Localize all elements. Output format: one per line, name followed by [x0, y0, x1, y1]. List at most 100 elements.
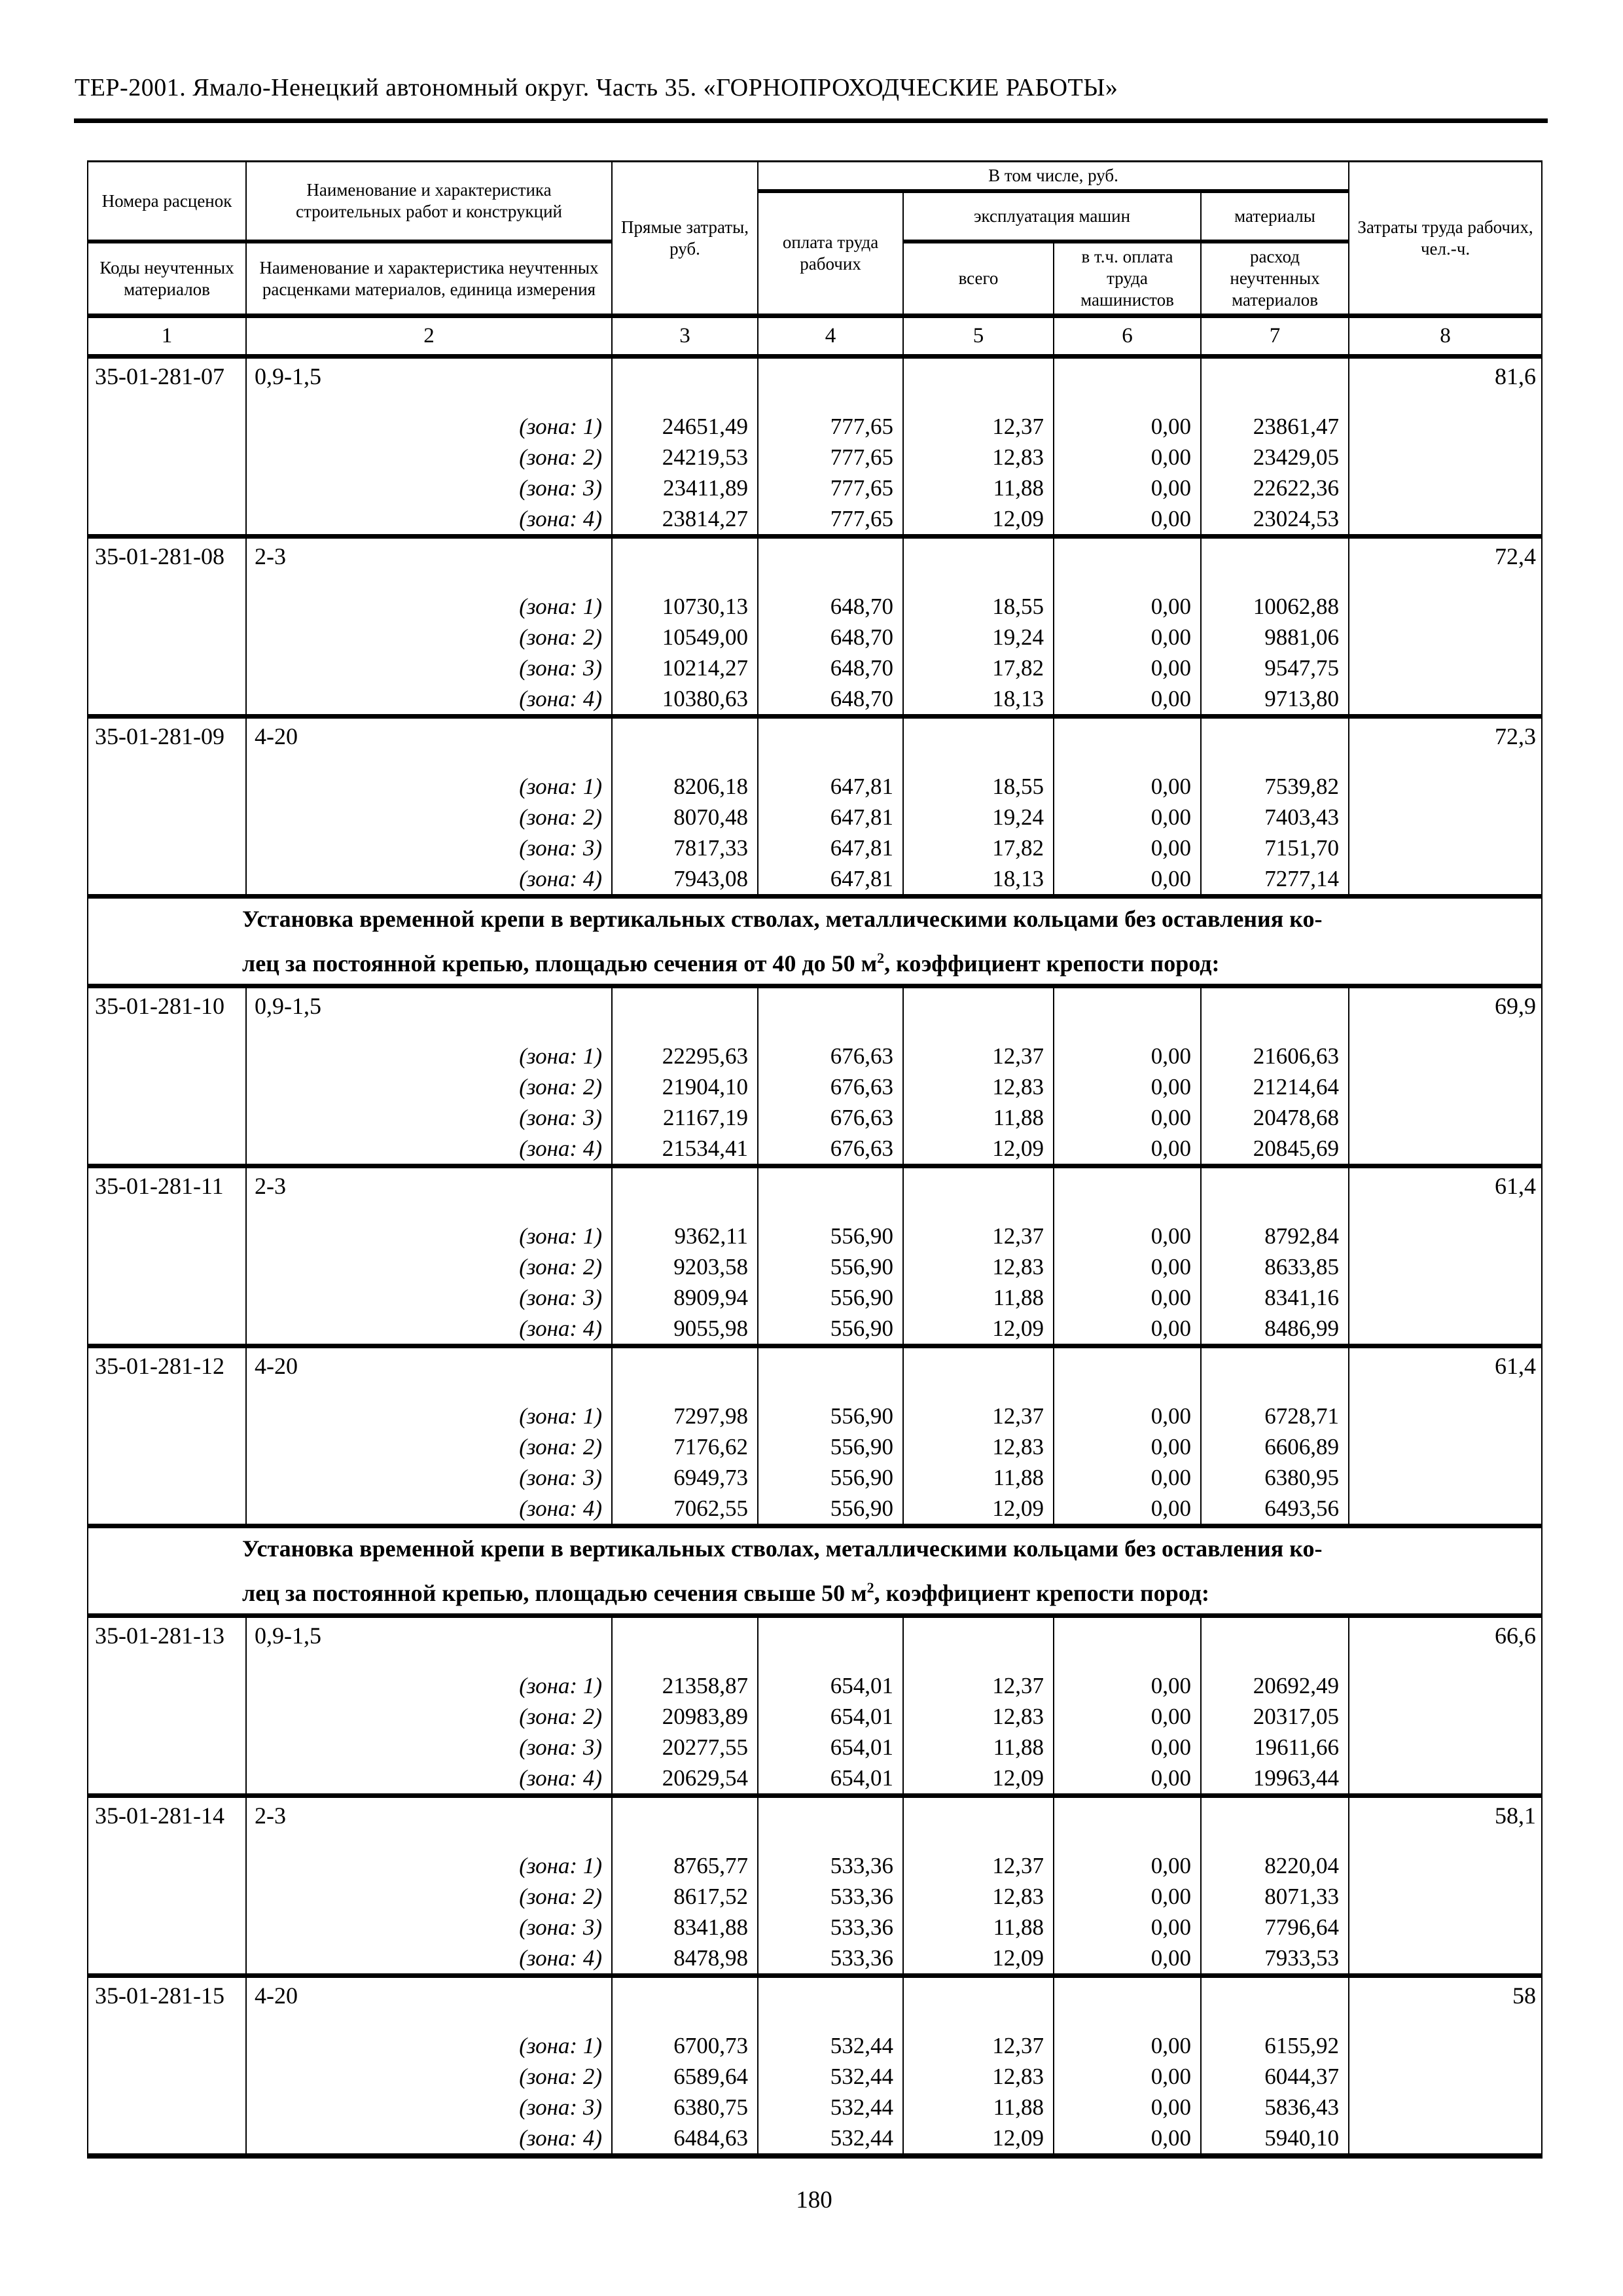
empty-cell [902, 1613, 1054, 1670]
empty-cell [87, 473, 247, 503]
zone-row: (зона: 2) 8617,52 533,36 12,83 0,00 8071,33 [87, 1881, 1543, 1912]
empty-cell [757, 714, 904, 771]
zone-row: (зона: 4) 7062,55 556,90 12,09 0,00 6493,56 [87, 1493, 1543, 1526]
zone-label-cell: (зона: 1) [245, 2030, 613, 2061]
empty-cell [1348, 771, 1543, 802]
empty-cell [1348, 1462, 1543, 1493]
empty-cell [1200, 1793, 1350, 1850]
empty-cell [902, 534, 1054, 591]
empty-cell [1348, 1912, 1543, 1943]
value-cell: 9055,98 [611, 1313, 758, 1346]
rate-code-row: 35-01-281-09 4-20 72,3 [87, 714, 1543, 771]
rate-code-row: 35-01-281-07 0,9-1,5 81,6 [87, 354, 1543, 411]
empty-cell [1348, 2123, 1543, 2156]
value-cell: 23861,47 [1200, 411, 1350, 442]
empty-cell [1348, 863, 1543, 897]
empty-cell [87, 683, 247, 717]
value-cell: 556,90 [757, 1493, 904, 1526]
empty-cell [1348, 1850, 1543, 1881]
value-cell: 556,90 [757, 1431, 904, 1462]
empty-cell [1348, 1251, 1543, 1282]
empty-cell [1348, 591, 1543, 622]
empty-cell [87, 1493, 247, 1526]
value-cell: 676,63 [757, 1071, 904, 1102]
value-cell: 0,00 [1053, 1133, 1202, 1166]
zone-row: (зона: 4) 21534,41 676,63 12,09 0,00 20845,69 [87, 1133, 1543, 1166]
empty-cell [87, 1912, 247, 1943]
value-cell: 9362,11 [611, 1221, 758, 1251]
value-cell: 11,88 [902, 1102, 1054, 1133]
rate-code-cell: 35-01-281-15 [87, 1973, 247, 2030]
value-cell: 12,37 [902, 1401, 1054, 1431]
zone-row: (зона: 3) 21167,19 676,63 11,88 0,00 20478,68 [87, 1102, 1543, 1133]
value-cell: 0,00 [1053, 1493, 1202, 1526]
value-cell: 21534,41 [611, 1133, 758, 1166]
value-cell: 19,24 [902, 622, 1054, 653]
value-cell: 12,37 [902, 411, 1054, 442]
value-cell: 10062,88 [1200, 591, 1350, 622]
empty-cell [611, 1613, 758, 1670]
zone-row: (зона: 4) 9055,98 556,90 12,09 0,00 8486,99 [87, 1313, 1543, 1346]
empty-cell [1348, 1221, 1543, 1251]
value-cell: 0,00 [1053, 1732, 1202, 1763]
rate-table-body: 35-01-281-07 0,9-1,5 81,6 (зона: 1) 24651,49… [86, 354, 1543, 2156]
rate-code-cell: 35-01-281-14 [87, 1793, 247, 1850]
value-cell: 12,83 [902, 1701, 1054, 1732]
value-cell: 19,24 [902, 802, 1054, 833]
empty-cell [1348, 442, 1543, 473]
zone-row: (зона: 3) 8341,88 533,36 11,88 0,00 7796,64 [87, 1912, 1543, 1943]
value-cell: 556,90 [757, 1221, 904, 1251]
value-cell: 648,70 [757, 622, 904, 653]
empty-cell [757, 1344, 904, 1401]
empty-cell [87, 1462, 247, 1493]
empty-cell [902, 984, 1054, 1041]
empty-cell [1200, 1973, 1350, 2030]
value-cell: 20845,69 [1200, 1133, 1350, 1166]
value-cell: 8909,94 [611, 1282, 758, 1313]
empty-cell [757, 1793, 904, 1850]
zone-label-cell: (зона: 2) [245, 1251, 613, 1282]
col-header-materials-consumption: расход неучтенных материалов [1200, 242, 1350, 318]
empty-cell [611, 984, 758, 1041]
value-cell: 19963,44 [1200, 1763, 1350, 1796]
value-cell: 0,00 [1053, 442, 1202, 473]
empty-cell [87, 2123, 247, 2156]
value-cell: 22295,63 [611, 1041, 758, 1071]
zone-row: (зона: 4) 23814,27 777,65 12,09 0,00 23024,53 [87, 503, 1543, 537]
value-cell: 8220,04 [1200, 1850, 1350, 1881]
zone-row: (зона: 3) 20277,55 654,01 11,88 0,00 19611,66 [87, 1732, 1543, 1763]
empty-cell [757, 984, 904, 1041]
value-cell: 777,65 [757, 442, 904, 473]
empty-cell [87, 833, 247, 863]
rates-table: Номера расценок Наименование и характери… [86, 160, 1543, 2159]
empty-cell [611, 1164, 758, 1221]
value-cell: 21904,10 [611, 1071, 758, 1102]
empty-cell [1348, 1401, 1543, 1431]
zone-label-cell: (зона: 4) [245, 503, 613, 537]
value-cell: 556,90 [757, 1282, 904, 1313]
zone-row: (зона: 4) 8478,98 533,36 12,09 0,00 7933,53 [87, 1943, 1543, 1976]
zone-row: (зона: 1) 22295,63 676,63 12,37 0,00 21606,63 [87, 1041, 1543, 1071]
zone-label-cell: (зона: 4) [245, 1313, 613, 1346]
value-cell: 5940,10 [1200, 2123, 1350, 2156]
value-cell: 532,44 [757, 2092, 904, 2123]
empty-cell [1348, 1493, 1543, 1526]
empty-cell [87, 503, 247, 537]
empty-cell [1348, 1701, 1543, 1732]
value-cell: 12,09 [902, 1313, 1054, 1346]
empty-cell [87, 622, 247, 653]
zone-label-cell: (зона: 2) [245, 802, 613, 833]
section-line2: лец за постоянной крепью, площадью сечен… [242, 1579, 1209, 1606]
empty-cell [87, 863, 247, 897]
value-cell: 24651,49 [611, 411, 758, 442]
zone-label-cell: (зона: 4) [245, 1133, 613, 1166]
empty-cell [902, 714, 1054, 771]
value-cell: 556,90 [757, 1251, 904, 1282]
zone-row: (зона: 2) 21904,10 676,63 12,83 0,00 21214,64 [87, 1071, 1543, 1102]
value-cell: 11,88 [902, 1912, 1054, 1943]
value-cell: 6700,73 [611, 2030, 758, 2061]
value-cell: 12,37 [902, 1850, 1054, 1881]
value-cell: 7817,33 [611, 833, 758, 863]
value-cell: 0,00 [1053, 1251, 1202, 1282]
empty-cell [757, 354, 904, 411]
